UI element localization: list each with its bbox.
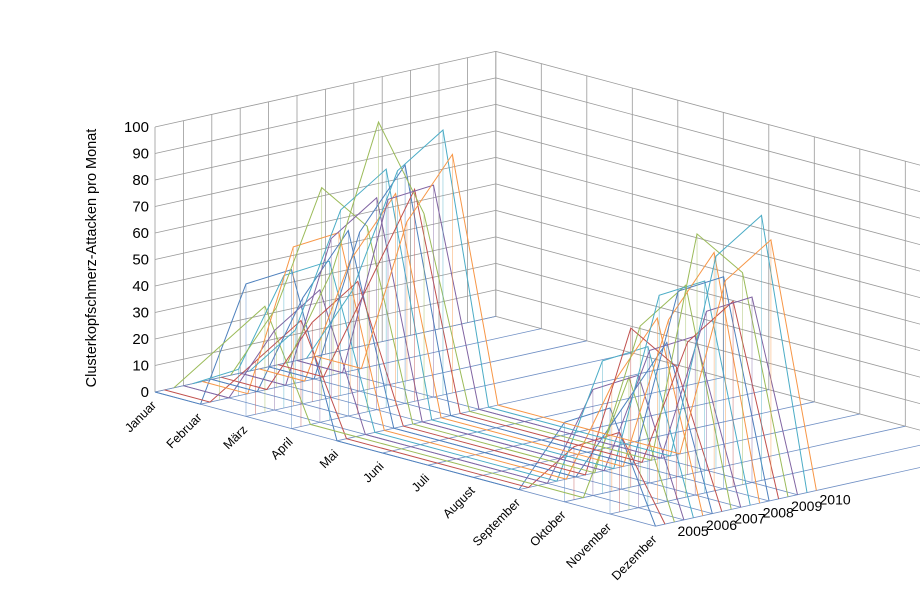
- depth-tick-label: 2006: [706, 517, 737, 533]
- gridline-back-horizontal: [496, 157, 920, 291]
- gridline-back-horizontal: [496, 131, 920, 265]
- y-tick-label: 50: [132, 252, 149, 269]
- gridline-back-horizontal: [496, 104, 920, 238]
- x-tick-label: Juni: [361, 459, 387, 485]
- y-tick-label: 10: [132, 358, 149, 375]
- y-tick-label: 80: [132, 172, 149, 189]
- gridline-back-horizontal: [496, 290, 920, 424]
- depth-tick-label: 2005: [678, 523, 709, 539]
- x-tick-label: Mai: [317, 447, 341, 471]
- y-tick-label: 40: [132, 278, 149, 295]
- x-tick-label: Januar: [122, 398, 159, 435]
- x-tick-label: Oktober: [527, 508, 568, 549]
- series-group: [155, 122, 816, 526]
- y-tick-label: 100: [124, 119, 149, 136]
- x-tick-label: Februar: [164, 410, 205, 451]
- y-tick-label: 90: [132, 146, 149, 163]
- y-tick-label: 60: [132, 225, 149, 242]
- gridline-back-horizontal: [496, 51, 920, 185]
- x-tick-label: November: [563, 520, 614, 571]
- x-tick-label: Dezember: [609, 532, 660, 583]
- gridline-back-horizontal: [496, 78, 920, 212]
- y-tick-label: 70: [132, 199, 149, 216]
- floor-line-month: [201, 329, 542, 405]
- x-tick-label: September: [470, 496, 523, 549]
- x-tick-label: März: [221, 423, 251, 453]
- y-tick-label: 20: [132, 331, 149, 348]
- gridline-back-horizontal: [496, 237, 920, 371]
- y-axis-label: Clusterkopfschmerz-Attacken pro Monat: [84, 129, 100, 388]
- depth-tick-label: 2007: [734, 511, 765, 527]
- depth-tick-label: 2009: [791, 498, 822, 514]
- gridline-back-horizontal: [496, 210, 920, 344]
- depth-tick-label: 2008: [763, 504, 794, 520]
- x-tick-label: Juli: [409, 471, 432, 494]
- y-tick-label: 30: [132, 305, 149, 322]
- gridline-back-horizontal: [496, 263, 920, 397]
- depth-tick-label: 2010: [820, 492, 851, 508]
- series-line-2010-2: [307, 130, 808, 493]
- x-tick-label: August: [440, 483, 478, 521]
- x-tick-label: April: [268, 435, 296, 463]
- floor-line-month: [610, 438, 920, 514]
